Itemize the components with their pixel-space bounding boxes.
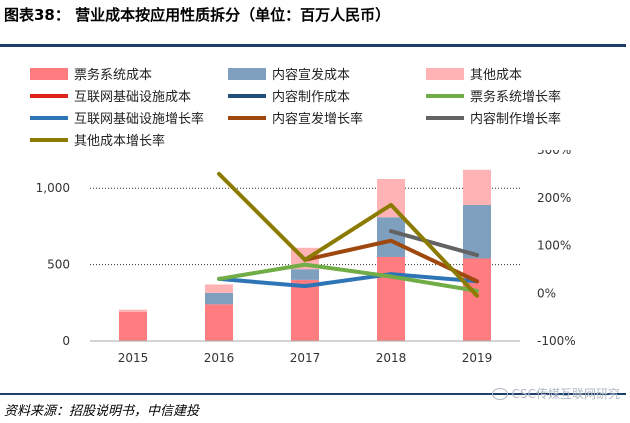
bar-qita [119,309,147,312]
x-tick-label: 2015 [118,351,149,362]
y-left-tick-label: 0 [62,334,70,348]
watermark: CSC传媒互联网研究 [491,385,620,402]
legend-swatch [228,115,266,120]
series-line-qita_g [217,171,479,298]
series-line-zhizuo_g [389,229,479,258]
x-tick-label: 2019 [462,351,493,362]
x-tick-label: 2017 [290,351,321,362]
series-line-piao_g [217,262,479,293]
legend-item-qita: 其他成本 [426,64,522,83]
legend-swatch [228,93,266,98]
bar-neirong [205,292,233,305]
chart-plot: 0 500 1,000 -100% 0% 100% 200% 300% 2015 2016 2017… [36,150,576,362]
legend-swatch [426,115,464,120]
legend-label: 内容宣发成本 [272,68,351,83]
legend-item-piao-growth: 票务系统增长率 [426,86,561,105]
watermark-label: CSC传媒互联网研究 [511,387,620,401]
title-rule [0,44,626,47]
y-right-tick-label: 200% [537,191,571,205]
legend-label: 其他成本增长率 [74,134,166,149]
legend-label: 互联网基础设施成本 [74,90,192,105]
bar-qita [205,284,233,293]
legend-item-zhizuo-growth: 内容制作增长率 [426,108,561,127]
legend-item-zhizuo: 内容制作成本 [228,86,350,105]
legend-swatch [228,67,266,80]
y-right-tick-label: -100% [537,334,576,348]
bar-qita [463,169,491,206]
bar-neirong [291,269,319,280]
bar-piao [291,279,319,341]
legend-swatch [30,93,68,98]
bar-neirong [463,205,491,259]
legend-swatch [30,67,68,80]
chart-title: 图表38： 营业成本按应用性质拆分（单位：百万人民币） [4,6,391,24]
legend-item-hulian-growth: 互联网基础设施增长率 [30,108,204,127]
y-right-tick-label: 300% [537,150,571,157]
bar-neirong [377,217,405,257]
legend-label: 内容制作成本 [272,90,351,105]
legend-label: 其他成本 [470,68,523,83]
legend-item-hulian: 互联网基础设施成本 [30,86,191,105]
x-tick-label: 2016 [204,351,235,362]
y-left-tick-label: 1,000 [36,181,70,195]
series-line-hulian_g [217,272,479,289]
legend-swatch [426,93,464,98]
legend-label: 票务系统增长率 [470,90,562,105]
legend-item-neirong: 内容宣发成本 [228,64,350,83]
legend-label: 票务系统成本 [74,68,153,83]
legend-label: 内容宣发增长率 [272,112,364,127]
bar-piao [377,256,405,341]
legend-item-piao: 票务系统成本 [30,64,152,83]
source-note: 资料来源：招股说明书，中信建投 [4,404,200,419]
y-left-tick-label: 500 [47,258,70,272]
y-right-tick-label: 0% [537,286,556,300]
bar-piao [463,258,491,341]
legend-swatch [426,67,464,80]
bar-piao [119,311,147,341]
x-tick-label: 2018 [376,351,407,362]
legend-label: 内容制作增长率 [470,112,562,127]
legend-item-qita-growth: 其他成本增长率 [30,130,165,149]
legend-swatch [30,137,68,142]
legend-swatch [30,115,68,120]
bottom-rule [0,393,626,395]
legend-label: 互联网基础设施增长率 [74,112,205,127]
y-right-tick-label: 100% [537,239,571,253]
bar-piao [205,304,233,341]
wechat-icon [491,387,508,400]
legend-item-neirong-growth: 内容宣发增长率 [228,108,363,127]
